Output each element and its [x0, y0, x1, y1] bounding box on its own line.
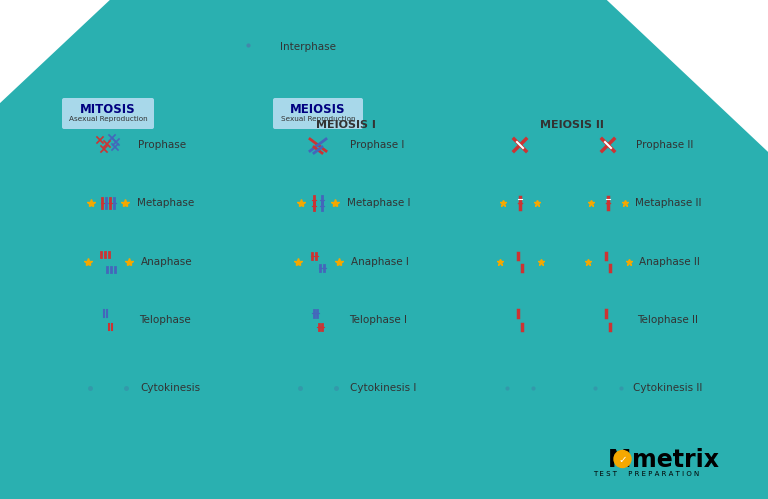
Ellipse shape [587, 189, 629, 217]
FancyBboxPatch shape [62, 98, 154, 129]
Text: Prophase I: Prophase I [350, 140, 405, 150]
Ellipse shape [81, 379, 100, 398]
Text: Cytokinesis: Cytokinesis [140, 383, 200, 393]
Text: Metaphase: Metaphase [137, 198, 194, 208]
Ellipse shape [297, 250, 339, 273]
Text: MEIOSIS: MEIOSIS [290, 102, 346, 115]
Ellipse shape [499, 380, 515, 396]
Ellipse shape [91, 322, 124, 334]
Ellipse shape [525, 380, 541, 396]
Ellipse shape [83, 248, 133, 276]
Ellipse shape [222, 24, 274, 66]
Ellipse shape [499, 250, 541, 273]
Ellipse shape [77, 375, 103, 401]
Ellipse shape [591, 306, 624, 318]
Ellipse shape [504, 306, 537, 318]
Text: Asexual Reproduction: Asexual Reproduction [68, 116, 147, 122]
Ellipse shape [591, 322, 624, 334]
Ellipse shape [323, 375, 349, 401]
Ellipse shape [294, 122, 343, 168]
Ellipse shape [235, 35, 261, 55]
FancyBboxPatch shape [273, 98, 363, 129]
Text: metrix: metrix [632, 448, 719, 472]
Ellipse shape [502, 130, 538, 160]
Ellipse shape [302, 322, 335, 334]
Text: Metaphase II: Metaphase II [635, 198, 701, 208]
Text: Anaphase: Anaphase [141, 257, 193, 267]
Ellipse shape [586, 127, 630, 163]
Text: Prophase II: Prophase II [636, 140, 694, 150]
Ellipse shape [591, 192, 625, 215]
Ellipse shape [503, 192, 538, 215]
Ellipse shape [91, 306, 124, 318]
Ellipse shape [499, 189, 541, 217]
Ellipse shape [86, 127, 130, 163]
Ellipse shape [583, 248, 633, 276]
Ellipse shape [85, 297, 131, 342]
Ellipse shape [88, 250, 128, 273]
Text: T E S T     P R E P A R A T I O N: T E S T P R E P A R A T I O N [593, 471, 699, 477]
Text: Anaphase II: Anaphase II [639, 257, 700, 267]
Ellipse shape [287, 375, 313, 401]
Ellipse shape [588, 250, 628, 273]
Text: Telophase II: Telophase II [637, 315, 698, 325]
Ellipse shape [293, 248, 343, 276]
Text: Prophase: Prophase [138, 140, 186, 150]
Ellipse shape [117, 379, 135, 398]
Ellipse shape [497, 297, 543, 342]
Text: Cytokinesis I: Cytokinesis I [350, 383, 416, 393]
Text: MEIOSIS II: MEIOSIS II [540, 120, 604, 130]
Text: ✓: ✓ [618, 455, 627, 465]
Ellipse shape [91, 192, 125, 215]
Ellipse shape [498, 127, 542, 163]
Text: M: M [608, 448, 631, 472]
Ellipse shape [504, 322, 537, 334]
Text: Interphase: Interphase [280, 42, 336, 52]
Ellipse shape [587, 380, 603, 396]
Ellipse shape [298, 126, 338, 164]
Ellipse shape [613, 380, 629, 396]
Ellipse shape [610, 377, 632, 399]
Text: Cytokinesis II: Cytokinesis II [633, 383, 703, 393]
Text: Telophase I: Telophase I [349, 315, 407, 325]
Text: Anaphase I: Anaphase I [351, 257, 409, 267]
Text: Telophase: Telophase [139, 315, 191, 325]
Text: Sexual Reproduction: Sexual Reproduction [281, 116, 356, 122]
Ellipse shape [584, 377, 606, 399]
Circle shape [614, 451, 631, 468]
Ellipse shape [295, 297, 341, 342]
Ellipse shape [90, 130, 126, 160]
Text: MITOSIS: MITOSIS [80, 102, 136, 115]
Ellipse shape [496, 377, 518, 399]
Text: Metaphase I: Metaphase I [347, 198, 411, 208]
Ellipse shape [290, 379, 310, 398]
Ellipse shape [302, 306, 335, 318]
Ellipse shape [297, 189, 339, 217]
Ellipse shape [495, 248, 545, 276]
Ellipse shape [87, 189, 129, 217]
Ellipse shape [585, 297, 631, 342]
Text: MEIOSIS I: MEIOSIS I [316, 120, 376, 130]
Ellipse shape [590, 130, 626, 160]
Ellipse shape [227, 28, 270, 62]
Ellipse shape [113, 375, 139, 401]
Ellipse shape [301, 192, 335, 215]
Ellipse shape [522, 377, 544, 399]
Ellipse shape [326, 379, 346, 398]
